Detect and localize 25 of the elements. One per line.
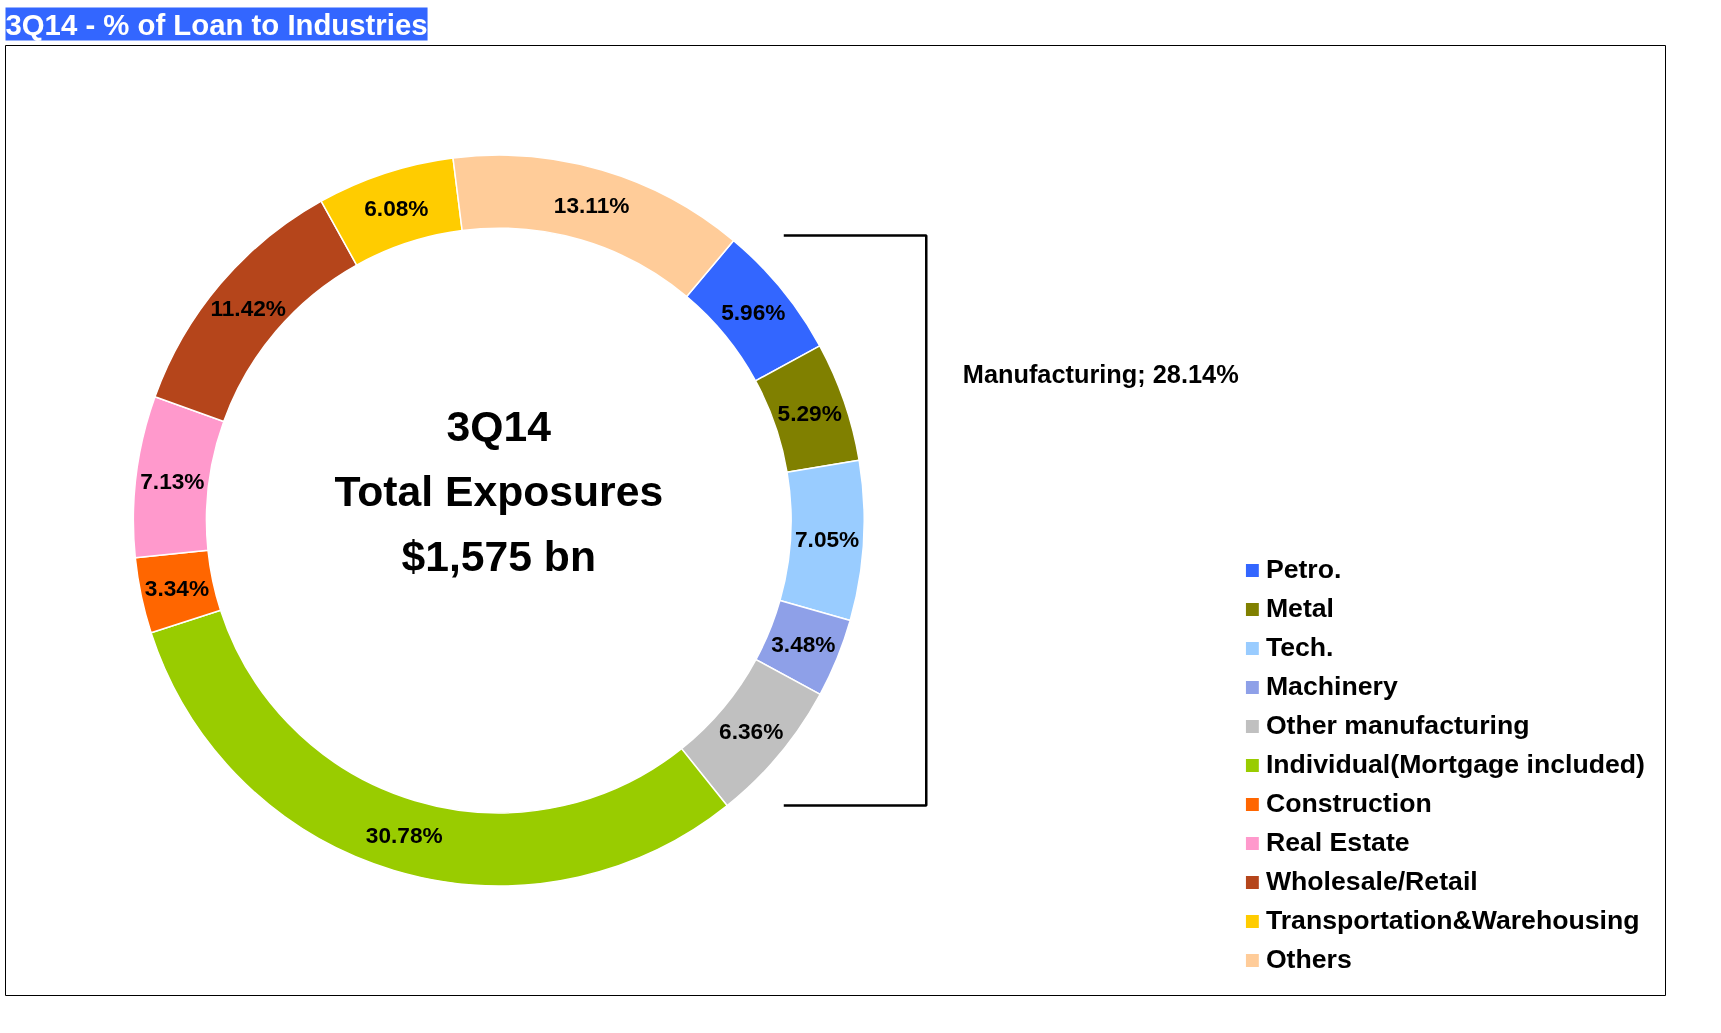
legend-label: Machinery — [1265, 671, 1398, 702]
legend-label: Wholesale/Retail — [1265, 866, 1478, 897]
legend-label: Real Estate — [1265, 827, 1410, 858]
data-label: 7.05% — [794, 525, 860, 552]
text: 3Q14 Total Exposures $1,575 bn — [334, 402, 664, 581]
data-label: 7.13% — [140, 467, 205, 494]
data-label: 3.48% — [771, 631, 836, 658]
legend-label: Metal — [1265, 593, 1335, 624]
chart-title: 3Q14 - % of Loan to Industries — [5, 7, 428, 41]
legend-label: Individual(Mortgage included) — [1265, 749, 1645, 780]
legend-label: Construction — [1265, 788, 1432, 819]
data-label: 11.42% — [210, 294, 286, 321]
text: Manufacturing; 28.14% — [962, 360, 1239, 389]
legend-label: Transportation&Warehousing — [1265, 905, 1640, 936]
data-label: 13.11% — [553, 192, 630, 219]
data-label: 6.08% — [364, 195, 429, 221]
data-label: 5.29% — [777, 400, 842, 427]
legend-label: Tech. — [1265, 632, 1334, 663]
legend-label: Other manufacturing — [1265, 710, 1530, 741]
data-label: 30.78% — [365, 822, 443, 849]
data-label: 5.96% — [721, 299, 786, 326]
legend-label: Others — [1265, 944, 1352, 975]
data-label: 6.36% — [719, 718, 784, 745]
legend-label: Petro. — [1265, 554, 1342, 585]
data-label: 3.34% — [144, 575, 210, 602]
